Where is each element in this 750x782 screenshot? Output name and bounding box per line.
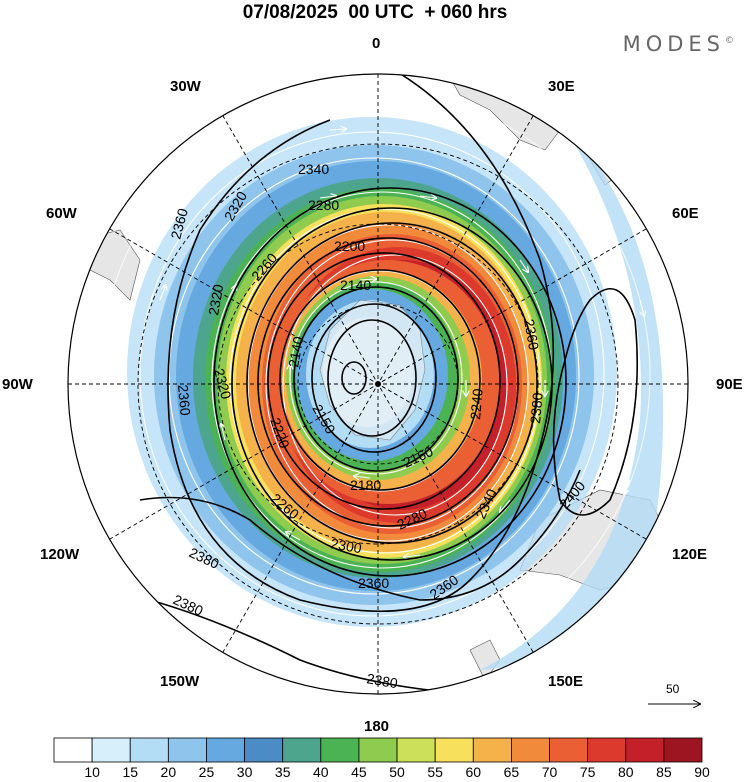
colorbar-swatch [53,737,93,763]
lon-label-150e: 150E [548,673,584,690]
lon-label-150w: 150W [160,673,200,690]
colorbar [53,737,703,763]
contour-label: 2320 [205,283,226,317]
map-border [67,73,689,695]
lon-label-60e: 60E [672,205,699,222]
colorbar-swatch [625,737,665,763]
lon-label-90w: 90W [2,376,33,393]
colorbar-tick-label: 85 [656,764,672,780]
colorbar-swatch [167,737,207,763]
colorbar-tick-label: 45 [351,764,367,780]
colorbar-tick-label: 75 [579,764,596,780]
colorbar-tick-label: 70 [541,764,558,780]
contour-label: 2380 [365,670,399,691]
colorbar-tick-label: 50 [389,764,405,780]
map-title: 07/08/2025 00 UTC + 060 hrs [242,2,508,23]
contour-label: 2140 [340,277,371,293]
colorbar-tick-label: 40 [313,764,329,780]
contour-label: 2140 [285,335,306,369]
lon-label-90e: 90E [716,376,743,393]
colorbar-tick-label: 30 [236,764,253,780]
lon-label-30e: 30E [548,78,575,95]
contour-label: 2340 [298,161,329,177]
modes-logo: MODES© [622,32,734,56]
colorbar-swatch [434,737,474,763]
lon-label-0: 0 [372,35,381,52]
contour-label: 2380 [527,392,546,425]
colorbar-tick-label: 55 [427,764,443,780]
colorbar-swatch [206,737,245,763]
contour-label: 2360 [521,318,542,352]
lon-label-120e: 120E [672,546,708,563]
contour-label: 2320 [211,367,235,401]
colorbar-swatch [129,737,169,763]
colorbar-swatch [244,737,284,763]
contour-label: 2280 [308,197,339,213]
colorbar-tick-label: 10 [84,764,100,780]
colorbar-swatch [511,737,550,763]
antarctica-coast [319,299,426,441]
colorbar-tick-label: 80 [617,764,634,780]
colorbar-tick-label: 35 [274,764,291,780]
colorbar-swatch [663,737,703,763]
south-pole-marker [375,381,381,387]
colorbar-tick-label: 65 [503,764,520,780]
reference-vector-label: 50 [666,682,680,696]
colorbar-swatch [282,737,322,763]
colorbar-swatch [396,737,436,763]
lon-label-30w: 30W [170,78,201,95]
colorbar-swatch [587,737,627,763]
colorbar-swatch [472,737,512,763]
colorbar-tick-label: 20 [160,764,177,780]
colorbar-swatch [549,737,589,763]
contour-label: 2360 [167,206,191,240]
lon-label-180: 180 [364,718,390,735]
colorbar-tick-label: 90 [694,764,710,780]
lon-label-120w: 120W [40,546,80,563]
contour-label: 2180 [350,477,381,493]
contour-label: 2300 [329,535,363,556]
contour-label: 2360 [175,384,194,417]
contour-label: 2200 [334,238,365,254]
contour-label: 2360 [358,575,389,591]
colorbar-tick-label: 25 [198,764,215,780]
contour-label: 2240 [467,388,486,421]
colorbar-swatch [358,737,398,763]
height-contours [139,74,639,694]
colorbar-tick-label: 60 [465,764,482,780]
colorbar-tick-label: 15 [122,764,139,780]
lon-label-60w: 60W [46,205,77,222]
colorbar-swatch [320,737,360,763]
colorbar-swatch [91,737,131,763]
